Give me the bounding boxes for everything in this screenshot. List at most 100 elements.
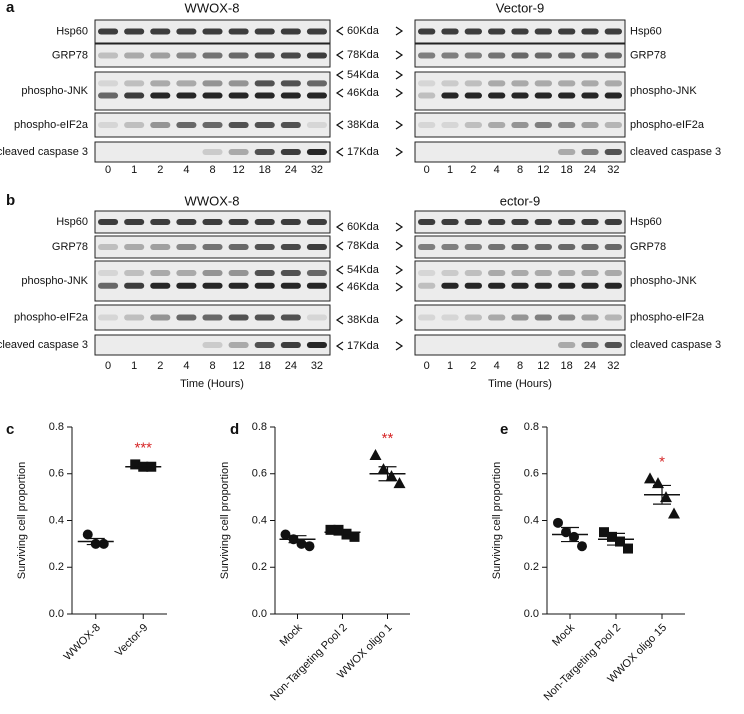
x-tick-label: Mock — [550, 621, 577, 648]
blot-band — [604, 92, 622, 99]
blot-band — [124, 219, 145, 225]
blot-band — [558, 270, 576, 276]
blot-band — [124, 52, 145, 59]
blot-band — [202, 80, 223, 87]
blot-band — [150, 122, 171, 128]
blot-band — [511, 28, 529, 35]
panel-label: b — [6, 192, 15, 209]
blot-band — [98, 219, 119, 225]
blot-band — [581, 52, 599, 59]
blot-band — [441, 52, 459, 59]
blot-strip — [414, 334, 626, 356]
y-axis-label: Surviving cell proportion — [491, 462, 503, 579]
blot-band — [558, 52, 576, 59]
blot-band — [98, 244, 119, 250]
x-axis-label: Time (Hours) — [488, 378, 552, 390]
blot-band — [280, 122, 301, 128]
lane-label: 4 — [183, 360, 189, 372]
blot-band — [581, 80, 599, 87]
lane-label: 1 — [447, 164, 453, 176]
data-point — [98, 538, 109, 549]
lane-label: 24 — [584, 164, 596, 176]
blot-band — [280, 314, 301, 321]
lane-label: 24 — [285, 164, 297, 176]
blot-band — [534, 80, 552, 87]
lane-label: 18 — [259, 360, 271, 372]
blot-band — [418, 92, 436, 99]
arrow — [395, 315, 404, 325]
blot-band — [150, 219, 171, 225]
data-point — [393, 477, 406, 489]
blot-band — [280, 342, 301, 348]
arrow — [335, 265, 344, 275]
blot-band — [464, 244, 482, 250]
lane-label: 32 — [607, 164, 619, 176]
blot-band — [280, 92, 301, 99]
blot-band — [511, 52, 529, 59]
lane-label: 32 — [311, 164, 323, 176]
blot-band — [488, 122, 506, 128]
y-tick-label: 0.8 — [252, 421, 267, 433]
arrow — [335, 341, 344, 351]
arrow — [335, 70, 344, 80]
panel-label: a — [6, 0, 15, 16]
blot-band — [202, 342, 223, 348]
lane-label: 0 — [105, 360, 111, 372]
significance: ** — [382, 430, 394, 447]
blot-band — [228, 270, 249, 276]
blot-band — [604, 270, 622, 276]
lane-label: 1 — [131, 164, 137, 176]
blot-band — [441, 122, 459, 128]
blot-band — [124, 80, 145, 87]
blot-band — [124, 122, 145, 128]
blot-band — [581, 270, 599, 276]
blot-band — [534, 270, 552, 276]
blot-band — [511, 282, 529, 289]
error-bar — [134, 464, 153, 469]
blot-strip — [414, 304, 626, 331]
blot-band — [202, 28, 223, 35]
y-tick-label: 0.0 — [524, 608, 539, 620]
blot-band — [306, 342, 327, 348]
blot-band — [558, 122, 576, 128]
arrow — [395, 341, 404, 351]
row-label: phospho-eIF2a — [630, 119, 705, 131]
blot-band — [558, 219, 576, 225]
lane-label: 2 — [157, 360, 163, 372]
blot-band — [202, 270, 223, 276]
panel-label: e — [500, 421, 508, 438]
blot-band — [202, 244, 223, 250]
blot-band — [202, 282, 223, 289]
data-point — [599, 527, 609, 538]
row-label: cleaved caspase 3 — [0, 146, 88, 158]
blot-title: Vector-9 — [496, 0, 544, 15]
lane-label: 8 — [517, 360, 523, 372]
blot-band — [280, 28, 301, 35]
row-label: phospho-eIF2a — [630, 311, 705, 323]
blot-band — [254, 314, 275, 321]
blot-band — [511, 270, 529, 276]
blot-band — [534, 314, 552, 321]
lane-label: 12 — [232, 360, 244, 372]
blot-band — [441, 219, 459, 225]
blot-band — [228, 52, 249, 59]
blot-band — [254, 282, 275, 289]
size-marker: 60Kda — [347, 25, 380, 37]
blot-band — [124, 28, 145, 35]
blot-band — [254, 80, 275, 87]
blot-band — [464, 28, 482, 35]
data-point — [660, 491, 672, 503]
blot-band — [418, 270, 436, 276]
blot-band — [604, 342, 622, 348]
blot-band — [254, 219, 275, 225]
blot-band — [280, 80, 301, 87]
blot-band — [306, 219, 327, 225]
blot-title: ector-9 — [500, 193, 540, 208]
lane-label: 8 — [517, 164, 523, 176]
blot-band — [558, 92, 576, 99]
blot-band — [98, 270, 119, 276]
y-tick-label: 0.8 — [49, 421, 64, 433]
blot-band — [254, 92, 275, 99]
row-label: cleaved caspase 3 — [630, 146, 721, 158]
blot-band — [581, 92, 599, 99]
